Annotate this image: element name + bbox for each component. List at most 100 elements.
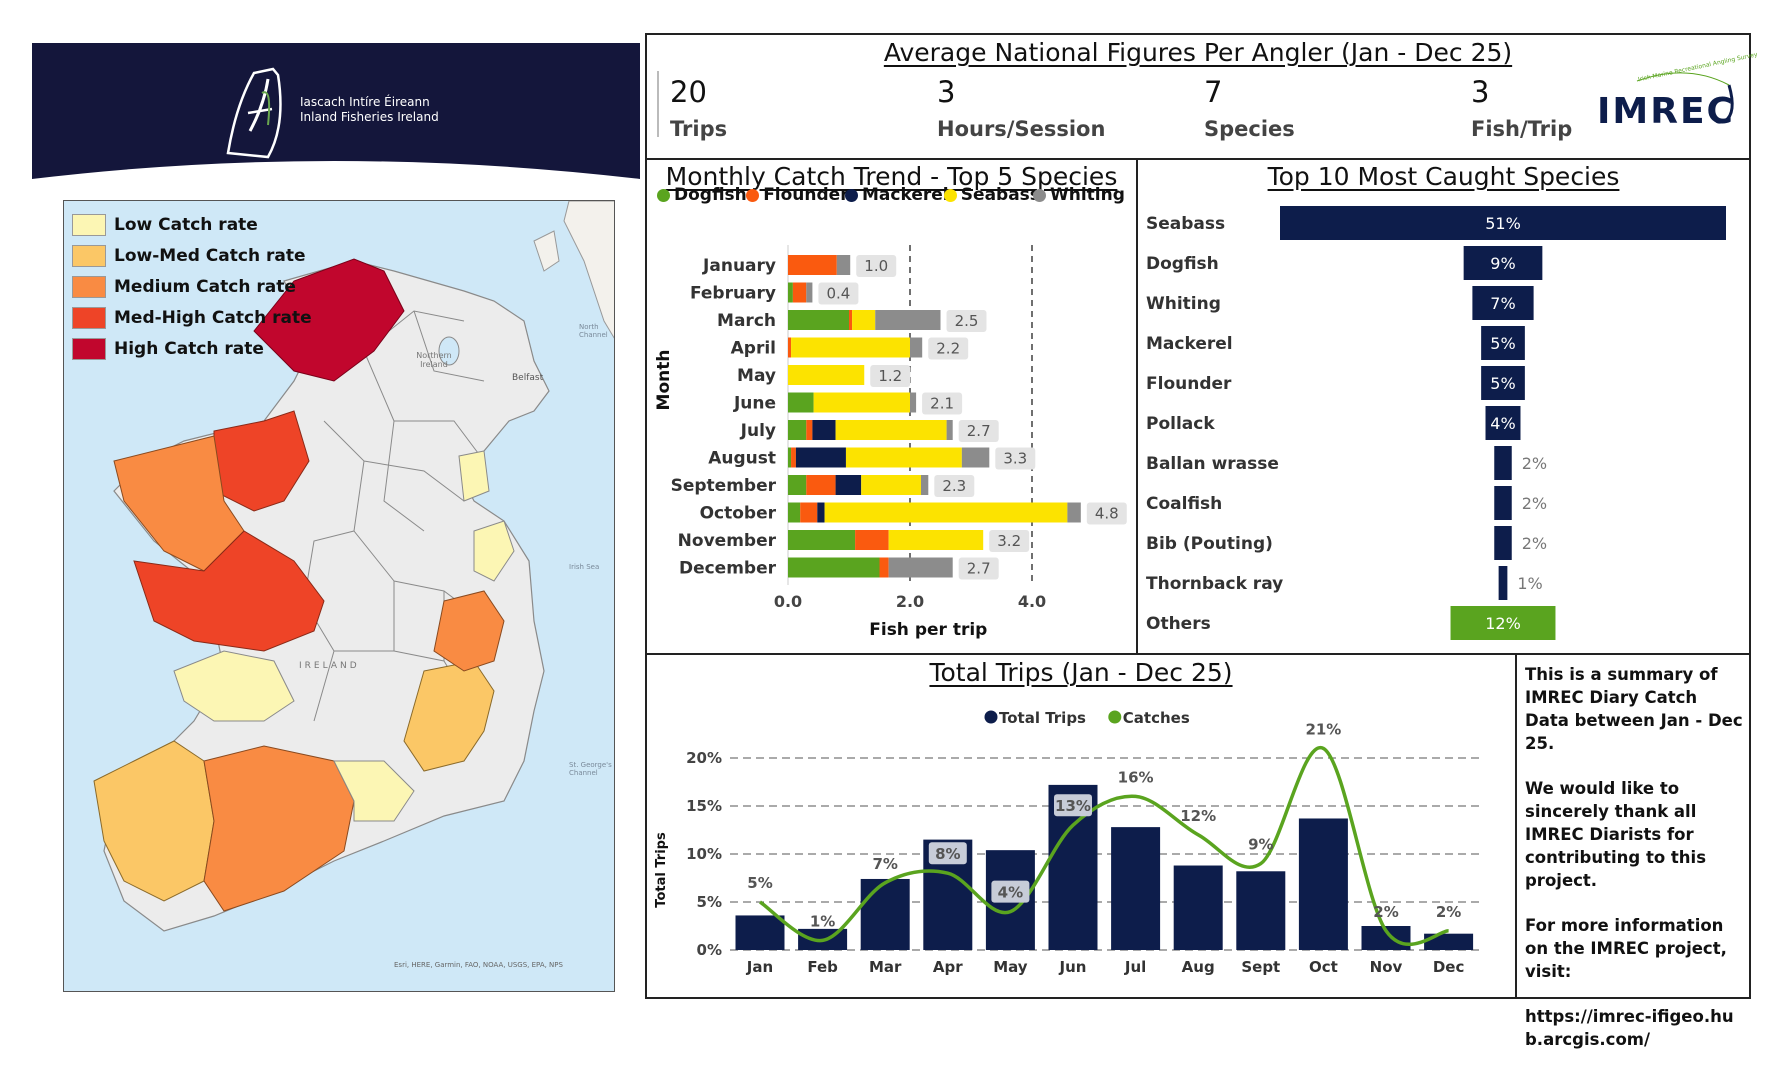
summary-link[interactable]: https://imrec-ifigeo.hub.arcgis.com/: [1525, 1007, 1734, 1049]
top10-bar[interactable]: [1481, 366, 1525, 400]
monthly-bar-segment[interactable]: [910, 337, 923, 358]
trips-x-tick: Jun: [1059, 958, 1087, 976]
trips-panel: Total Trips (Jan - Dec 25) Total Trips Ca…: [645, 653, 1517, 999]
map-legend-label: Med-High Catch rate: [114, 307, 312, 328]
top10-species-label: Mackerel: [1146, 334, 1233, 354]
map-legend-label: High Catch rate: [114, 338, 264, 359]
ifi-logo-icon: [226, 67, 282, 159]
metric-hours-value: 3: [937, 75, 956, 109]
top10-title: Top 10 Most Caught Species: [1267, 162, 1620, 191]
metric-trips-value: 20: [670, 75, 707, 109]
monthly-bar-segment[interactable]: [920, 475, 929, 495]
top10-bar[interactable]: [1472, 286, 1534, 320]
monthly-bar-segment[interactable]: [849, 310, 853, 330]
trips-bar[interactable]: [1111, 827, 1161, 950]
trips-bar[interactable]: [1424, 933, 1474, 950]
monthly-total-label: 2.1: [930, 395, 954, 413]
monthly-legend-item[interactable]: Whiting: [1033, 185, 1125, 205]
monthly-bar-segment[interactable]: [1067, 502, 1081, 523]
monthly-bar-segment[interactable]: [806, 282, 813, 303]
monthly-bar-segment[interactable]: [824, 502, 1068, 523]
monthly-bar-segment[interactable]: [910, 392, 917, 413]
monthly-bar-segment[interactable]: [835, 420, 947, 440]
monthly-bar-segment[interactable]: [888, 557, 953, 578]
top10-bar[interactable]: [1494, 446, 1512, 480]
metrics-panel: Average National Figures Per Angler (Jan…: [645, 33, 1758, 160]
top10-bar[interactable]: [1494, 486, 1512, 520]
monthly-panel: Monthly Catch Trend - Top 5 Species Dogf…: [645, 158, 1138, 655]
monthly-bar-segment[interactable]: [845, 447, 962, 468]
monthly-bar-segment[interactable]: [879, 557, 889, 578]
map-legend-swatch: [72, 337, 106, 360]
monthly-bar-segment[interactable]: [861, 475, 921, 495]
lough-neagh: [438, 336, 460, 366]
imrec-logo-text: IMREC: [1597, 91, 1735, 132]
monthly-bar-segment[interactable]: [812, 420, 836, 440]
monthly-bar-segment[interactable]: [875, 310, 941, 330]
monthly-bar-segment[interactable]: [788, 557, 880, 578]
monthly-bar-segment[interactable]: [788, 310, 849, 330]
monthly-bar-segment[interactable]: [946, 420, 953, 440]
monthly-bar-segment[interactable]: [961, 447, 990, 468]
top10-value-label: 5%: [1490, 334, 1515, 353]
monthly-bar-segment[interactable]: [788, 420, 807, 440]
top10-bar[interactable]: [1485, 406, 1521, 440]
monthly-bar-segment[interactable]: [800, 502, 818, 523]
catches-label-bg: [928, 842, 967, 865]
monthly-legend-item[interactable]: Seabass: [943, 185, 1040, 205]
monthly-bar-segment[interactable]: [788, 392, 814, 413]
trips-x-tick: Jul: [1124, 958, 1146, 976]
top10-bar[interactable]: [1280, 206, 1726, 240]
top10-bar[interactable]: [1450, 606, 1556, 640]
monthly-bar-segment[interactable]: [788, 447, 792, 468]
metric-species-value: 7: [1204, 75, 1223, 109]
summary-thanks: We would like to sincerely thank all IMR…: [1525, 779, 1707, 890]
map-legend-label: Low Catch rate: [114, 214, 258, 235]
monthly-bar-segment[interactable]: [788, 530, 856, 550]
monthly-bar-segment[interactable]: [788, 475, 807, 495]
monthly-bar-segment[interactable]: [835, 475, 862, 495]
monthly-bar-segment[interactable]: [855, 530, 889, 550]
monthly-bar-segment[interactable]: [788, 365, 865, 385]
map-legend-swatch: [72, 306, 106, 329]
monthly-bar-segment[interactable]: [795, 447, 846, 468]
trips-legend-label[interactable]: Catches: [1123, 709, 1190, 727]
summary-more-info: For more information on the IMREC projec…: [1525, 916, 1727, 981]
trips-bar[interactable]: [1298, 818, 1348, 950]
trips-bar[interactable]: [735, 915, 785, 950]
monthly-month-label: September: [671, 476, 777, 496]
monthly-bar-segment[interactable]: [836, 255, 851, 275]
map-panel[interactable]: Northern Ireland Belfast IRELAND North C…: [63, 200, 615, 992]
region-cork: [203, 745, 355, 912]
monthly-legend-item[interactable]: Flounder: [746, 185, 849, 205]
metric-hours-label: Hours/Session: [937, 117, 1106, 141]
monthly-bar-segment[interactable]: [792, 282, 807, 303]
monthly-bar-segment[interactable]: [788, 502, 801, 523]
trips-legend-label[interactable]: Total Trips: [999, 709, 1086, 727]
monthly-bar-segment[interactable]: [788, 337, 792, 358]
monthly-bar-segment[interactable]: [791, 337, 910, 358]
monthly-bar-segment[interactable]: [788, 255, 837, 275]
top10-bar[interactable]: [1463, 246, 1543, 280]
top10-bar[interactable]: [1481, 326, 1525, 360]
monthly-total-label: 3.3: [1003, 450, 1027, 468]
monthly-bar-segment[interactable]: [788, 282, 793, 303]
monthly-month-label: March: [717, 311, 776, 331]
monthly-bar-segment[interactable]: [888, 530, 984, 550]
top10-bar[interactable]: [1494, 526, 1512, 560]
top10-bar[interactable]: [1498, 566, 1508, 600]
monthly-bar-segment[interactable]: [817, 502, 825, 523]
catches-line[interactable]: [758, 746, 1449, 946]
monthly-bar-segment[interactable]: [852, 310, 876, 330]
monthly-bar-segment[interactable]: [813, 392, 910, 413]
metric-fishtrip-label: Fish/Trip: [1471, 117, 1573, 141]
monthly-bar-segment[interactable]: [806, 420, 813, 440]
trips-bar[interactable]: [860, 878, 910, 950]
monthly-bar-segment[interactable]: [806, 475, 836, 495]
monthly-legend-item[interactable]: Dogfish: [657, 185, 747, 205]
monthly-legend-item[interactable]: Mackerel: [845, 185, 949, 205]
trips-bar[interactable]: [1236, 871, 1286, 950]
trips-bar[interactable]: [1173, 865, 1223, 950]
monthly-bar-segment[interactable]: [791, 447, 796, 468]
top10-chart: Seabass 51% Dogfish 9% Whiting 7% Mackerel 5% Fl…: [1146, 206, 1726, 640]
